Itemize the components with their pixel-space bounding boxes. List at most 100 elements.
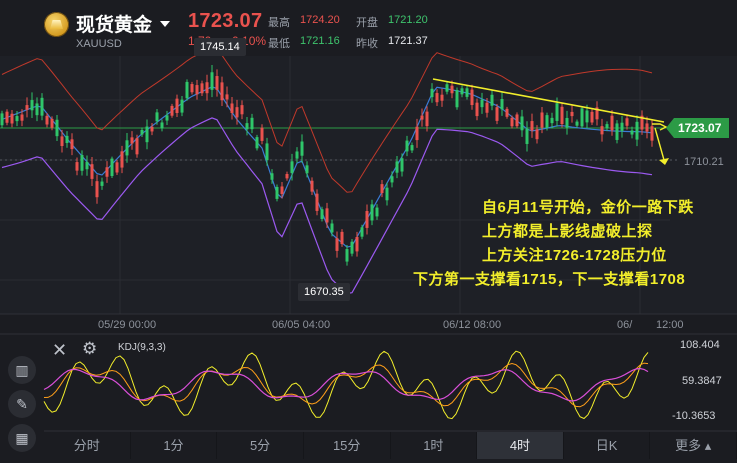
candle-body xyxy=(260,127,264,141)
candle-body xyxy=(215,76,219,90)
candle-body xyxy=(585,110,589,123)
candle-body xyxy=(490,94,494,106)
candle-body xyxy=(50,118,54,128)
chevron-down-icon[interactable] xyxy=(160,21,170,27)
candle-body xyxy=(0,113,4,126)
candle-body xyxy=(250,117,254,130)
high-label: 最高 xyxy=(268,17,290,29)
candle-body xyxy=(285,174,289,179)
trendline-resistance xyxy=(432,78,665,123)
candle-body xyxy=(210,72,214,90)
candle-body xyxy=(60,136,64,146)
candle-body xyxy=(150,126,154,132)
period-tabs: 分时 1分 5分 15分 1时 4时 日K 更多 ▴ xyxy=(44,432,737,459)
candlestick-icon[interactable]: ▥ xyxy=(8,356,36,384)
tab-period[interactable]: 分时 xyxy=(44,432,131,459)
pen-icon[interactable]: ✎ xyxy=(8,390,36,418)
candle-body xyxy=(300,141,304,156)
candle-body xyxy=(395,161,399,173)
candle-body xyxy=(545,115,549,128)
candle-body xyxy=(200,83,204,94)
open-label: 开盘 xyxy=(356,17,378,29)
indicator-axis-mid: 59.3847 xyxy=(682,375,722,387)
tab-period[interactable]: 日K xyxy=(564,432,651,459)
time-label-1: 05/29 00:00 xyxy=(98,319,157,331)
candle-body xyxy=(580,108,584,127)
candle-body xyxy=(280,186,284,194)
candle-body xyxy=(435,93,439,103)
tab-more[interactable]: 更多 ▴ xyxy=(650,432,737,459)
ruler-icon[interactable]: ▦ xyxy=(8,424,36,452)
candle-body xyxy=(25,105,29,110)
candle-body xyxy=(270,173,274,180)
annotation-line-2: 上方都是上影线虚破上探 xyxy=(482,223,653,240)
time-label-5: 12:00 xyxy=(656,319,684,331)
candle-body xyxy=(645,123,649,132)
candle-body xyxy=(65,135,69,144)
time-label-4: 06/ xyxy=(617,319,633,331)
tab-period[interactable]: 15分 xyxy=(304,432,391,459)
current-price-tag: 1723.07 xyxy=(666,118,730,138)
candle-body xyxy=(385,187,389,201)
candle-body xyxy=(240,105,244,115)
candle-body xyxy=(175,98,179,113)
candle-body xyxy=(475,102,479,117)
candle-body xyxy=(120,151,124,168)
tab-more-label: 更多 xyxy=(675,438,702,453)
candle-body xyxy=(95,181,99,198)
candle-body xyxy=(600,126,604,135)
candle-body xyxy=(245,123,249,130)
candle-body xyxy=(520,116,524,131)
tab-period-active[interactable]: 4时 xyxy=(477,432,564,459)
tab-period[interactable]: 5分 xyxy=(217,432,304,459)
bollinger-lower xyxy=(1,117,653,295)
candle-body xyxy=(425,111,429,127)
tab-period[interactable]: 1时 xyxy=(391,432,478,459)
candle-body xyxy=(230,103,234,113)
candle-body xyxy=(80,155,84,171)
gear-icon[interactable]: ⚙ xyxy=(82,339,98,358)
candle-body xyxy=(330,223,334,233)
candle-body xyxy=(445,84,449,92)
candle-body xyxy=(40,97,44,116)
candle-body xyxy=(135,138,139,155)
candle-body xyxy=(510,117,514,127)
open-value: 1721.20 xyxy=(388,14,428,26)
price-axis-label: 1710.21 xyxy=(684,156,724,168)
candle-body xyxy=(90,164,94,179)
current-price: 1723.07 xyxy=(188,10,263,32)
prev-close-value: 1721.37 xyxy=(388,35,428,47)
candle-body xyxy=(530,121,534,131)
candle-body xyxy=(235,107,239,118)
annotation-line-4: 下方第一支撑看1715，下一支撑看1708 xyxy=(413,271,686,288)
candle-body xyxy=(335,238,339,251)
candle-body xyxy=(75,162,79,171)
candle-body xyxy=(365,211,369,228)
candle-body xyxy=(470,89,474,106)
candle-body xyxy=(45,115,49,125)
candle-body xyxy=(320,209,324,219)
instrument-title[interactable]: 现货黄金 xyxy=(76,15,153,36)
candle-body xyxy=(190,84,194,93)
candle-body xyxy=(155,112,159,122)
candle-body xyxy=(160,122,164,129)
low-value: 1721.16 xyxy=(300,35,340,47)
candle-body xyxy=(195,85,199,95)
candle-body xyxy=(420,115,424,120)
candle-body xyxy=(165,115,169,121)
candle-body xyxy=(535,129,539,140)
candle-body xyxy=(590,111,594,123)
tab-period[interactable]: 1分 xyxy=(131,432,218,459)
candle-body xyxy=(105,167,109,177)
time-label-3: 06/12 08:00 xyxy=(443,319,502,331)
close-icon[interactable]: ✕ xyxy=(52,340,68,360)
candle-body xyxy=(415,126,419,141)
prev-close-label: 昨收 xyxy=(356,38,378,50)
candle-body xyxy=(340,231,344,245)
indicator-label[interactable]: KDJ(9,3,3) xyxy=(118,342,166,353)
candle-body xyxy=(375,207,379,217)
candle-body xyxy=(595,107,599,120)
candle-body xyxy=(35,103,39,116)
